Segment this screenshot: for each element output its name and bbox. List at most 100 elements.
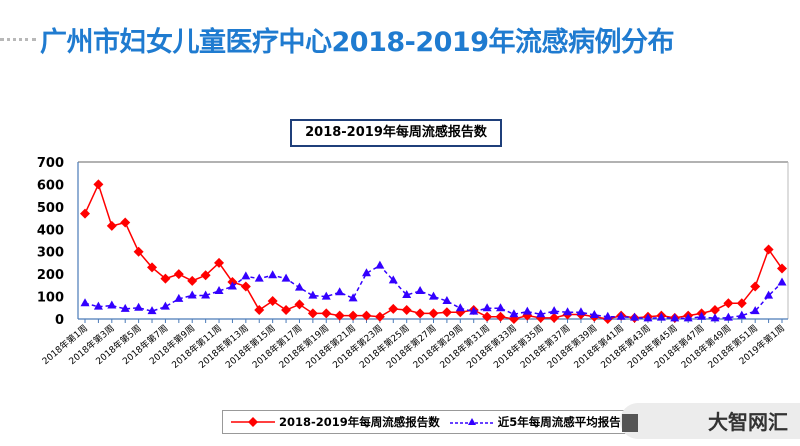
series-line-1	[84, 264, 783, 320]
data-point-current	[133, 246, 144, 257]
data-point-average	[402, 290, 412, 299]
data-point-current	[777, 263, 787, 274]
data-point-average	[388, 275, 398, 284]
data-point-average	[697, 311, 707, 320]
data-point-current	[160, 273, 171, 284]
data-point-average	[294, 282, 304, 291]
data-point-average	[589, 309, 599, 318]
data-point-current	[240, 281, 251, 292]
data-point-current	[187, 275, 198, 286]
data-point-average	[308, 290, 318, 299]
watermark-background	[620, 403, 800, 439]
data-point-current	[106, 220, 117, 231]
data-point-current	[267, 296, 278, 307]
data-point-average	[241, 271, 251, 280]
data-point-current	[549, 312, 560, 323]
data-point-average	[536, 309, 546, 318]
data-point-current	[80, 208, 90, 219]
data-point-current	[200, 270, 211, 281]
data-point-current	[482, 311, 493, 322]
data-point-average	[482, 303, 492, 312]
data-point-current	[120, 217, 131, 228]
data-point-average	[710, 313, 720, 322]
data-point-average	[723, 312, 733, 321]
data-point-average	[335, 287, 345, 296]
data-point-current	[374, 311, 385, 322]
data-point-current	[334, 310, 345, 321]
data-point-average	[254, 273, 264, 282]
data-point-current	[415, 308, 426, 319]
y-tick-label: 500	[37, 201, 64, 216]
data-point-current	[763, 244, 774, 255]
y-tick-label: 200	[37, 268, 64, 283]
data-point-current	[401, 305, 412, 316]
data-point-average	[683, 313, 693, 322]
data-point-average	[616, 311, 626, 320]
y-tick-label: 700	[37, 156, 64, 171]
page-title: 广州市妇女儿童医疗中心2018-2019年流感病例分布	[40, 27, 675, 58]
data-point-average	[134, 302, 144, 311]
data-point-average	[576, 307, 586, 316]
data-point-average	[187, 290, 197, 299]
y-tick-label: 100	[37, 291, 64, 306]
data-point-average	[522, 306, 532, 315]
data-point-current	[93, 179, 104, 190]
legend-item-average: 近5年每周流感平均报告	[449, 414, 621, 430]
data-point-current	[348, 310, 359, 321]
legend-red-diamond-icon	[231, 417, 275, 427]
data-point-average	[656, 312, 666, 321]
data-point-current	[736, 298, 747, 309]
y-tick-label: 600	[37, 178, 64, 193]
data-point-current	[147, 262, 158, 273]
data-point-average	[147, 306, 157, 315]
data-point-average	[630, 312, 640, 321]
data-point-average	[764, 290, 774, 299]
data-point-average	[750, 306, 760, 315]
data-point-current	[173, 269, 184, 280]
data-point-average	[201, 290, 211, 299]
legend-item-current: 2018-2019年每周流感报告数	[231, 414, 440, 430]
data-point-average	[321, 291, 331, 300]
legend-blue-triangle-icon	[449, 418, 494, 425]
y-tick-label: 400	[37, 223, 64, 238]
x-tick-label: 2018年第1周	[40, 322, 90, 367]
data-point-average	[361, 268, 371, 277]
data-point-average	[643, 313, 653, 322]
data-point-current	[321, 308, 332, 319]
y-tick-label: 0	[55, 313, 64, 328]
data-point-current	[750, 281, 761, 292]
data-point-average	[268, 270, 278, 279]
data-point-current	[254, 305, 265, 316]
chart-title: 2018-2019年每周流感报告数	[290, 119, 502, 147]
data-point-current	[495, 311, 506, 322]
y-tick-label: 300	[37, 246, 64, 261]
data-point-average	[348, 293, 358, 302]
data-point-current	[709, 305, 720, 316]
data-point-average	[603, 311, 613, 320]
data-point-average	[214, 285, 224, 294]
data-point-average	[563, 307, 573, 316]
watermark-block	[622, 414, 638, 432]
data-point-current	[281, 305, 292, 316]
data-point-average	[93, 301, 103, 310]
data-point-average	[509, 309, 519, 318]
data-point-average	[496, 303, 506, 312]
data-point-average	[281, 273, 291, 282]
data-point-current	[441, 307, 452, 318]
data-point-average	[455, 303, 465, 312]
data-point-average	[120, 303, 130, 312]
data-point-average	[415, 285, 425, 294]
data-point-average	[227, 281, 237, 290]
data-point-average	[107, 300, 117, 309]
data-point-average	[160, 301, 170, 310]
data-point-current	[214, 257, 225, 268]
legend-label-current: 2018-2019年每周流感报告数	[279, 415, 440, 429]
data-point-current	[294, 299, 305, 310]
data-point-average	[429, 291, 438, 300]
data-point-average	[549, 306, 559, 315]
data-point-average	[375, 260, 385, 269]
data-point-average	[80, 298, 90, 307]
data-point-current	[723, 298, 734, 309]
legend-label-average: 近5年每周流感平均报告	[497, 415, 621, 429]
data-point-average	[777, 277, 787, 286]
